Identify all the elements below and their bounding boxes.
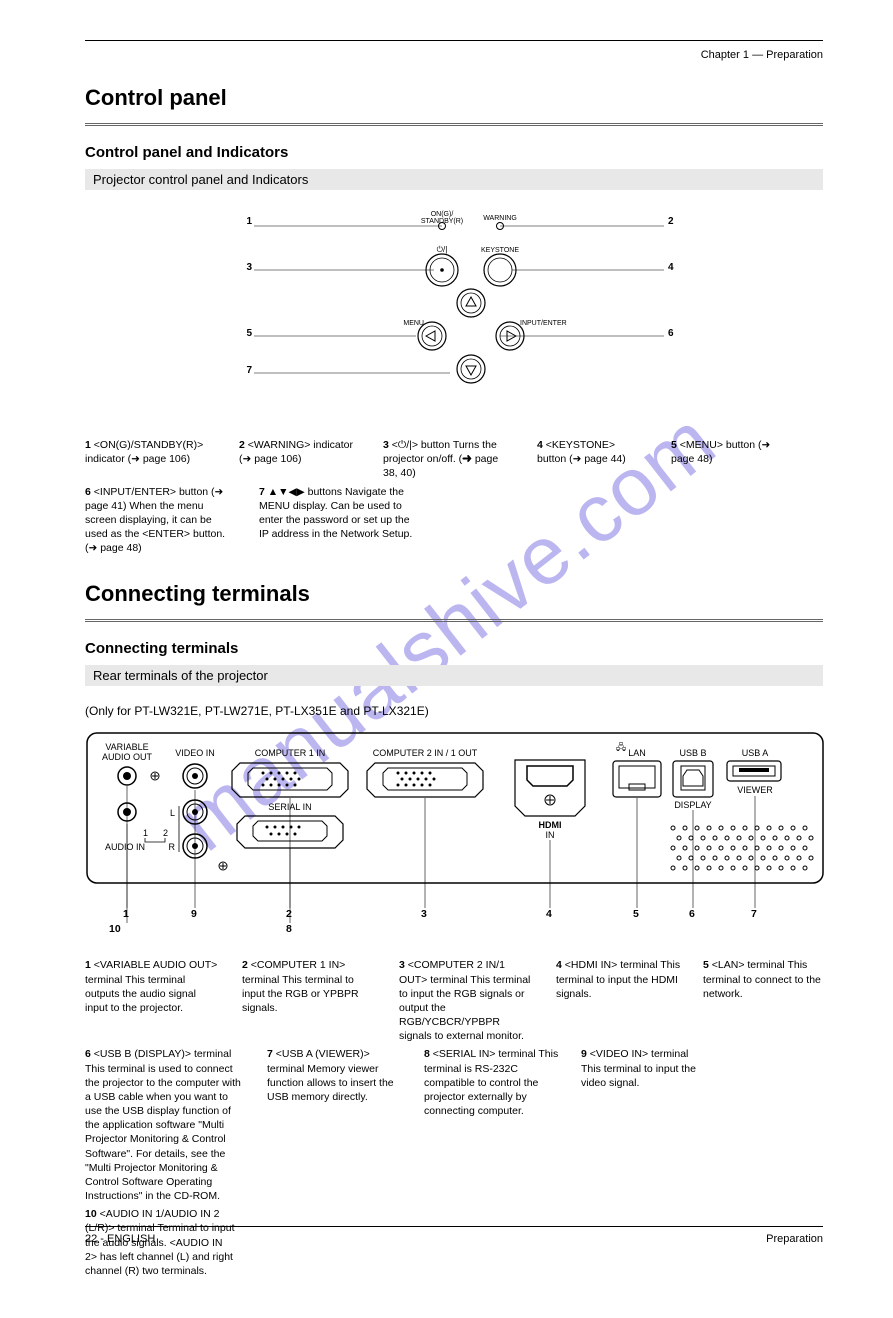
svg-text:COMPUTER 2 IN / 1 OUT: COMPUTER 2 IN / 1 OUT: [373, 748, 478, 758]
subsection-title-2: Connecting terminals: [85, 640, 823, 657]
svg-text:VARIABLE: VARIABLE: [105, 742, 148, 752]
co-text-7: 7 ▲▼◀▶ buttons Navigate the MENU display…: [259, 485, 419, 556]
svg-text:STANDBY(R): STANDBY(R): [421, 218, 463, 225]
control-panel-svg: ON(G)/ STANDBY(R) WARNING ⏻/| KEYSTONE M…: [174, 208, 734, 428]
svg-text:2: 2: [163, 828, 168, 838]
svg-text:KEYSTONE: KEYSTONE: [481, 247, 519, 254]
svg-text:🖧: 🖧: [616, 742, 626, 752]
svg-text:AUDIO IN: AUDIO IN: [105, 842, 145, 852]
rear-panel-svg: VARIABLE AUDIO OUT VIDEO IN COMPUTER 1 I…: [85, 728, 825, 928]
rcc-6: 6: [689, 908, 695, 922]
svg-text:⏻/|: ⏻/|: [437, 245, 448, 254]
svg-text:HDMI: HDMI: [539, 820, 562, 830]
section-title-control-panel: Control panel: [85, 85, 823, 111]
footer-page: 22 - ENGLISH: [85, 1233, 155, 1245]
svg-text:R: R: [169, 842, 176, 852]
rear-panel-diagram: VARIABLE AUDIO OUT VIDEO IN COMPUTER 1 I…: [85, 728, 825, 928]
svg-text:USB B: USB B: [679, 748, 706, 758]
rcc-8: 8: [286, 923, 292, 937]
model-line: (Only for PT-LW321E, PT-LW271E, PT-LX351…: [85, 704, 823, 718]
co2-5: 5 <LAN> terminal This terminal to connec…: [703, 958, 823, 1043]
page-footer: 22 - ENGLISH Preparation: [85, 1226, 823, 1245]
co2-3: 3 <COMPUTER 2 IN/1 OUT> terminal This te…: [399, 958, 534, 1043]
rcc-7: 7: [751, 908, 757, 922]
svg-text:INPUT/ENTER: INPUT/ENTER: [520, 320, 567, 327]
section1-rule: [85, 123, 823, 126]
callout-2: 2: [668, 216, 674, 229]
rcc-3: 3: [421, 908, 427, 922]
band-2: Rear terminals of the projector: [85, 665, 823, 686]
callout-7: 7: [174, 365, 252, 378]
co2-1: 1 <VARIABLE AUDIO OUT> terminal This ter…: [85, 958, 220, 1043]
co-text-5: 5 <MENU> button (➜ page 48): [671, 438, 771, 481]
svg-text:MENU: MENU: [403, 320, 424, 327]
subsection-title-1: Control panel and Indicators: [85, 144, 823, 161]
svg-text:AUDIO OUT: AUDIO OUT: [102, 752, 153, 762]
svg-text:L: L: [170, 808, 175, 818]
co-text-4: 4 <KEYSTONE> button (➜ page 44): [537, 438, 647, 481]
svg-text:VIEWER: VIEWER: [737, 785, 773, 795]
co2-4: 4 <HDMI IN> terminal This terminal to in…: [556, 958, 681, 1043]
svg-text:IN: IN: [546, 830, 555, 840]
svg-text:USB A: USB A: [742, 748, 769, 758]
co2-7: 7 <USB A (VIEWER)> terminal Memory viewe…: [267, 1047, 402, 1203]
co-text-2: 2 <WARNING> indicator (➜ page 106): [239, 438, 359, 481]
callout-3: 3: [174, 262, 252, 275]
svg-text:WARNING: WARNING: [483, 215, 517, 222]
svg-text:1: 1: [143, 828, 148, 838]
co2-2: 2 <COMPUTER 1 IN> terminal This terminal…: [242, 958, 377, 1043]
control-panel-diagram: ON(G)/ STANDBY(R) WARNING ⏻/| KEYSTONE M…: [174, 208, 734, 428]
rcc-2: 2: [286, 908, 292, 922]
rcc-4: 4: [546, 908, 552, 922]
co-text-1: 1 <ON(G)/STANDBY(R)> indicator (➜ page 1…: [85, 438, 215, 481]
svg-text:LAN: LAN: [628, 748, 646, 758]
rcc-9: 9: [191, 908, 197, 922]
svg-text:ON(G)/: ON(G)/: [431, 211, 454, 218]
rcc-5: 5: [633, 908, 639, 922]
callout-5: 5: [174, 328, 252, 341]
svg-text:COMPUTER 1 IN: COMPUTER 1 IN: [255, 748, 326, 758]
band-1: Projector control panel and Indicators: [85, 169, 823, 190]
callout-1: 1: [174, 216, 252, 229]
co2-8: 8 <SERIAL IN> terminal This terminal is …: [424, 1047, 559, 1203]
callout-6: 6: [668, 328, 674, 341]
rcc-10: 10: [109, 923, 121, 937]
section-title-connecting: Connecting terminals: [85, 581, 823, 607]
section2-rule: [85, 619, 823, 622]
top-rule: [85, 40, 823, 41]
svg-text:DISPLAY: DISPLAY: [674, 800, 711, 810]
footer-side: Preparation: [766, 1233, 823, 1245]
co2-9: 9 <VIDEO IN> terminal This terminal to i…: [581, 1047, 706, 1203]
chapter-reference: Chapter 1 — Preparation: [85, 49, 823, 61]
co2-6: 6 <USB B (DISPLAY)> terminal This termin…: [85, 1047, 245, 1203]
co-text-6: 6 <INPUT/ENTER> button (➜ page 41) When …: [85, 485, 235, 556]
callout-4: 4: [668, 262, 674, 275]
page-container: Chapter 1 — Preparation Control panel Co…: [0, 0, 893, 1318]
svg-text:VIDEO IN: VIDEO IN: [175, 748, 215, 758]
co-text-3: 3 <⏻/|> button Turns the projector on/of…: [383, 438, 513, 481]
control-panel-callouts: 1 <ON(G)/STANDBY(R)> indicator (➜ page 1…: [85, 438, 823, 555]
rcc-1: 1: [123, 908, 129, 922]
